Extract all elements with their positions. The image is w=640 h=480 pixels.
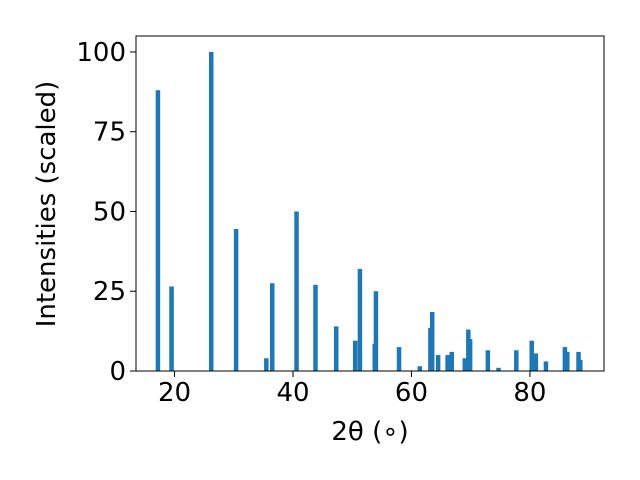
y-tick-label: 25 [93, 277, 126, 307]
y-tick-label: 75 [93, 118, 126, 148]
x-tick-label: 60 [395, 378, 428, 408]
bar [449, 351, 455, 371]
bar [533, 353, 539, 371]
bar [514, 350, 519, 371]
bar [562, 347, 568, 371]
bar [264, 358, 269, 371]
bar [352, 340, 358, 371]
bar [169, 286, 174, 371]
bar [462, 358, 468, 371]
bar [496, 367, 501, 371]
bar [467, 339, 473, 371]
y-tick-label: 50 [93, 197, 126, 227]
x-axis: 20 40 60 80 [158, 371, 546, 408]
bar [313, 284, 318, 371]
bar [333, 326, 339, 371]
bar [208, 51, 214, 371]
y-axis: 0 25 50 75 100 [76, 38, 136, 387]
x-tick-label: 20 [158, 378, 191, 408]
bar [578, 359, 583, 371]
bar [485, 350, 491, 371]
bar [417, 366, 423, 371]
bar [155, 90, 161, 371]
bar [529, 340, 534, 371]
bar [233, 229, 239, 371]
bars-group [155, 51, 583, 371]
bar [543, 361, 549, 371]
y-tick-label: 0 [109, 357, 126, 387]
y-axis-label: Intensities (scaled) [32, 81, 62, 328]
x-tick-label: 80 [513, 378, 546, 408]
bar [396, 347, 402, 371]
bar [270, 283, 275, 371]
bar [429, 311, 435, 371]
plot-frame [135, 35, 605, 372]
x-tick-label: 40 [276, 378, 309, 408]
bar [445, 355, 450, 371]
x-axis-label: 2θ (∘) [331, 417, 408, 447]
y-tick-label: 100 [76, 38, 126, 68]
bar [373, 291, 379, 371]
bar [357, 268, 363, 371]
bar [565, 351, 570, 371]
bar [294, 211, 299, 371]
bar [435, 355, 441, 371]
